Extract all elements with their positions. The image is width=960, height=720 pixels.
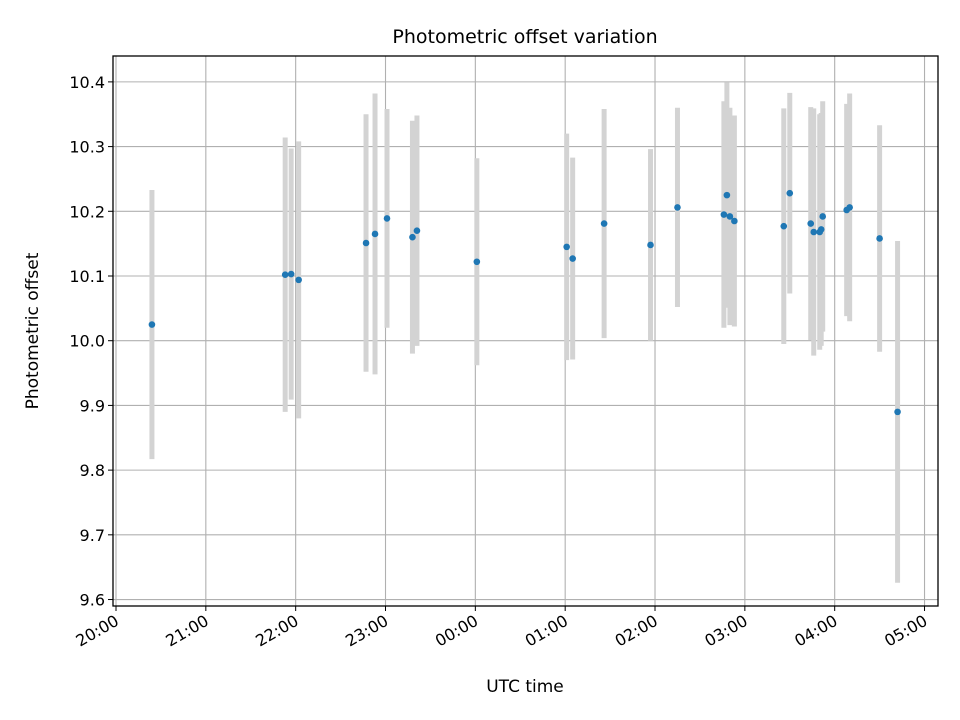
data-point (600, 220, 608, 227)
data-point (148, 321, 156, 328)
data-point (362, 239, 370, 247)
y-tick-label: 10.2 (69, 202, 105, 221)
data-point (287, 270, 295, 278)
data-point (409, 233, 416, 241)
data-point (723, 191, 731, 199)
data-point (295, 276, 302, 284)
y-tick-label: 10.4 (69, 73, 105, 92)
data-point (807, 220, 815, 227)
data-point (876, 235, 883, 242)
data-point (731, 217, 738, 225)
y-tick-label: 10.0 (69, 332, 105, 351)
data-point (473, 258, 481, 266)
data-point (563, 243, 570, 251)
data-point (569, 255, 576, 262)
data-point (810, 228, 818, 236)
data-point (674, 204, 681, 211)
y-tick-label: 9.6 (80, 591, 105, 610)
data-point (281, 271, 289, 279)
y-tick-label: 10.3 (69, 138, 105, 157)
data-point (413, 227, 421, 235)
data-point (726, 213, 734, 220)
data-point (894, 408, 901, 416)
data-point (647, 241, 654, 249)
data-point (720, 211, 728, 218)
x-axis-label: UTC time (486, 677, 564, 697)
data-point (383, 215, 391, 222)
y-axis-label: Photometric offset (23, 252, 43, 409)
y-tick-label: 9.9 (80, 396, 105, 415)
data-point (817, 226, 825, 233)
data-point (786, 189, 794, 197)
plot-frame (112, 55, 939, 607)
point-layer (148, 189, 901, 416)
data-point (846, 204, 853, 211)
data-point (371, 230, 379, 238)
y-tick-label: 9.7 (80, 526, 105, 545)
y-tick-label: 10.1 (69, 267, 105, 286)
data-point (780, 222, 788, 230)
y-tick-label: 9.8 (80, 461, 105, 480)
data-point (819, 213, 827, 220)
chart-title: Photometric offset variation (392, 26, 657, 48)
